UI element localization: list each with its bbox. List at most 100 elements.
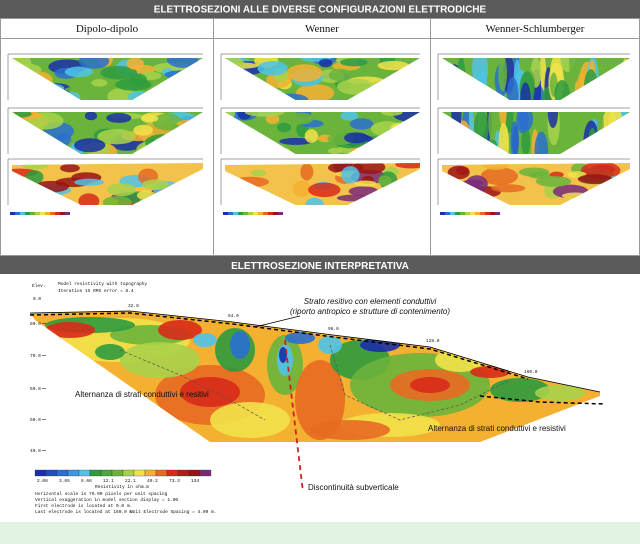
thumb-legend-swatch [248, 212, 253, 215]
blob [141, 179, 169, 191]
blob [328, 68, 353, 82]
blob [535, 385, 585, 401]
thumb-legend-swatch [450, 212, 455, 215]
blob [166, 58, 199, 68]
blob [305, 197, 324, 205]
blob [120, 342, 200, 378]
column-title: Wenner-Schlumberger [486, 23, 585, 35]
blob [158, 320, 202, 340]
blob [505, 112, 514, 134]
thumb-legend-swatch [258, 212, 263, 215]
thumb-legend-swatch [45, 212, 50, 215]
blob [64, 86, 98, 93]
legend-swatch [78, 469, 91, 477]
blob [341, 166, 360, 184]
note: Unit Electrode Spacing = 4.00 m. [130, 509, 216, 515]
blob [237, 112, 252, 120]
header-bar [0, 0, 640, 18]
blob [380, 112, 403, 116]
legend-swatch [34, 469, 47, 477]
elevation-label: 60.0 [30, 386, 41, 392]
legend-swatch [122, 469, 135, 477]
thumb-legend-swatch [480, 212, 485, 215]
annotation: Alternanza di strati conduttivi e resist… [428, 424, 566, 433]
blob [295, 360, 345, 440]
legend-swatch [199, 469, 212, 477]
blob [310, 420, 390, 440]
legend-swatch [177, 469, 190, 477]
blob [340, 58, 368, 67]
blob [547, 112, 559, 129]
note: Vertical exaggeration in model section d… [35, 497, 178, 503]
section-title: ELETTROSEZIONE INTERPRETATIVA [231, 261, 409, 272]
blob [250, 169, 267, 177]
blob [410, 377, 450, 393]
header-title: ELETTROSEZIONI ALLE DIVERSE CONFIGURAZIO… [154, 5, 487, 16]
legend-swatch [188, 469, 201, 477]
position-label: 32.0 [128, 303, 139, 309]
annotation: Strato resitivo con elementi conduttivi [304, 297, 437, 306]
annotation: Discontinuità subverticale [308, 483, 399, 492]
legend-swatch [155, 469, 168, 477]
blob [279, 137, 313, 145]
blob [480, 167, 518, 186]
thumb-legend-swatch [65, 212, 70, 215]
legend-label: Resistivity in ohm.m [95, 484, 149, 490]
thumb-legend-swatch [243, 212, 248, 215]
section-labels: 80.0 70.0 60.0 50.0 40.0 0.0 32.0 64.0 96.0 128.0… [30, 296, 538, 515]
blob [354, 180, 377, 187]
thumb-legend-swatch [25, 212, 30, 215]
blob [577, 174, 613, 185]
blob [180, 377, 240, 407]
blob [349, 118, 374, 130]
annotation-pointer [254, 315, 301, 328]
thumb-legend-swatch [278, 212, 283, 215]
blob [100, 66, 138, 80]
blob [488, 112, 497, 141]
thumb-legend-swatch [465, 212, 470, 215]
blob [107, 183, 136, 197]
thumb-legend-swatch [30, 212, 35, 215]
thumb-legend-swatch [233, 212, 238, 215]
position-label: 160.0 [524, 369, 538, 375]
blob [60, 163, 80, 173]
blob [327, 147, 343, 154]
blob [106, 113, 132, 123]
layer-boundary [119, 349, 266, 421]
legend-swatch [111, 469, 124, 477]
position-label: 128.0 [426, 338, 440, 344]
blob [210, 402, 290, 438]
elevation-label: 50.0 [30, 417, 41, 423]
blob [74, 138, 106, 153]
blob [554, 80, 570, 100]
discontinuity-line [284, 339, 304, 493]
legend-swatch [89, 469, 102, 477]
thumb-legend-swatch [445, 212, 450, 215]
blob [378, 175, 392, 186]
legend-value: 2.08 [37, 478, 48, 484]
blob [286, 64, 323, 82]
thumb-legend-swatch [485, 212, 490, 215]
annotation: (riporto antropico e strutture di conten… [290, 307, 450, 316]
blob [152, 113, 183, 131]
blob [78, 193, 100, 205]
thumb-legend-swatch [263, 212, 268, 215]
blob [490, 378, 550, 402]
blob [482, 163, 510, 171]
blob [340, 112, 359, 121]
thumb-legend-swatch [223, 212, 228, 215]
blob [300, 163, 314, 181]
legend-value: 40.2 [147, 478, 158, 484]
footer-strip [0, 522, 640, 544]
blob [520, 82, 531, 100]
blob [140, 114, 159, 123]
blob [193, 333, 217, 347]
thumb-legend-swatch [455, 212, 460, 215]
iteration: Iteration 15 RMS error = 8.4 [58, 288, 134, 294]
thumb-legend-swatch [238, 212, 243, 215]
blob [344, 132, 369, 144]
thumb-legend-swatch [490, 212, 495, 215]
thumb-legend-swatch [10, 212, 15, 215]
blob [279, 347, 287, 363]
